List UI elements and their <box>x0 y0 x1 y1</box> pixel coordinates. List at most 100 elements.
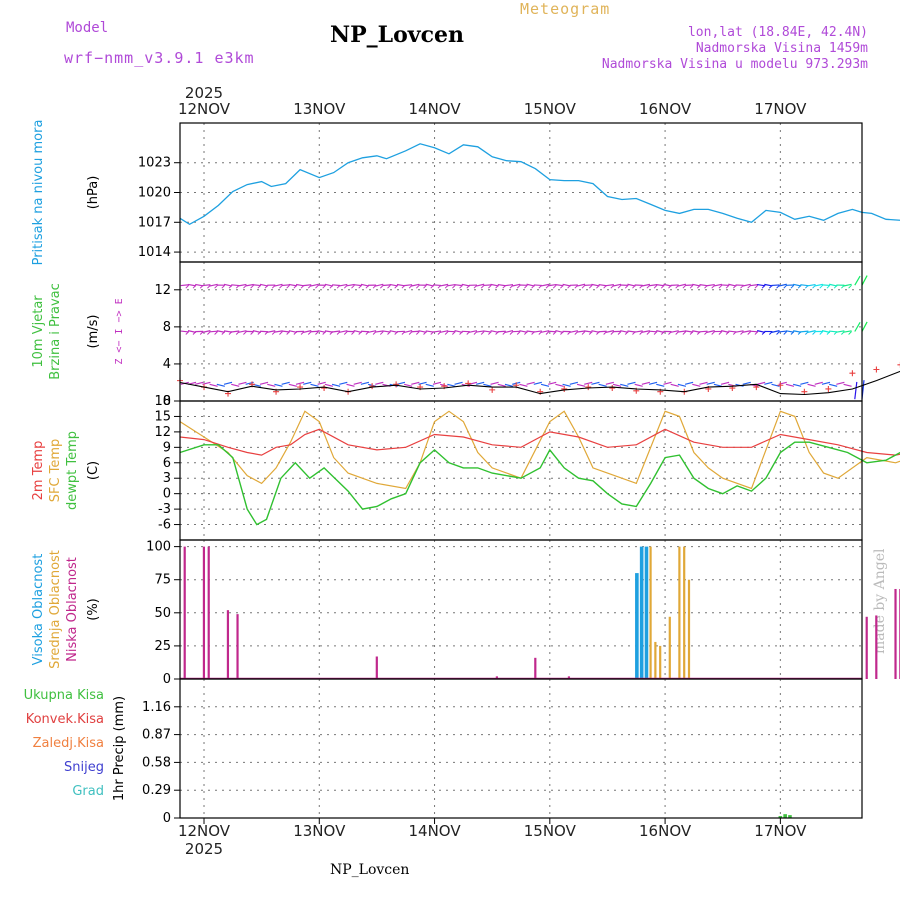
wind-barb <box>447 283 456 287</box>
wind-barb-tip <box>444 331 449 335</box>
y-tick-label: 8 <box>163 320 171 335</box>
y-tick-label: 1017 <box>138 215 171 230</box>
wind-barb <box>627 381 636 385</box>
wind-barb <box>360 381 370 385</box>
y-tick-label: 0 <box>163 811 171 826</box>
wind-barb <box>303 330 312 333</box>
wind-barb <box>771 330 780 333</box>
dewpoint-line <box>179 441 900 526</box>
wind-barb-tip <box>286 284 291 289</box>
wind-barb <box>771 284 780 287</box>
wind-barb <box>519 330 528 333</box>
wind-barb <box>187 283 197 287</box>
wind-barb <box>627 330 636 333</box>
wind-barb <box>310 283 319 287</box>
wind-barb-tip <box>682 331 687 335</box>
wind-barb-tip <box>488 331 492 335</box>
wind-barb-tip <box>833 284 838 289</box>
wind-barb <box>389 330 398 333</box>
wind-barb-tip <box>228 284 233 289</box>
wind-barb <box>317 330 326 333</box>
wind-barb-tip <box>747 331 752 335</box>
wind-barb <box>634 330 643 333</box>
bottom-date-label: 17NOV <box>754 822 807 840</box>
wind-barb <box>425 283 434 287</box>
wind-barb <box>411 381 420 385</box>
wind-barb <box>677 330 686 333</box>
wind-barb <box>476 330 485 333</box>
wind-barb-tip <box>560 331 564 335</box>
wind-barb <box>576 330 586 333</box>
wind-barb <box>476 283 485 287</box>
panel-frame <box>179 122 863 263</box>
wind-barb-tip <box>718 331 723 335</box>
wind-barb <box>598 383 607 387</box>
wind-barb-tip <box>221 331 226 335</box>
wind-barb-tip <box>596 284 600 289</box>
wind-barb <box>591 283 600 287</box>
wind-barb-tip <box>826 331 831 335</box>
gust-marker <box>585 384 592 391</box>
wind-barb-tip <box>415 331 420 335</box>
wind-barb <box>440 283 449 287</box>
wind-barb <box>555 330 564 333</box>
wind-barb <box>605 284 614 287</box>
cloud-bar <box>639 546 644 679</box>
wind-barb-tip <box>718 284 723 289</box>
model-label: Model <box>66 20 109 36</box>
wind-barb <box>483 383 492 387</box>
panel-pressure: 1014 1017 1020 1023 Pritisak na nivou mora (h… <box>31 120 900 265</box>
wind-barb-tip <box>588 284 593 289</box>
wind-barb <box>648 284 658 287</box>
wind-barb-tip <box>185 331 190 335</box>
wind-barb-tip <box>848 331 852 335</box>
gust-marker <box>873 366 880 373</box>
precip-total-bar <box>778 816 783 818</box>
wind-barb-tip <box>545 331 550 335</box>
y-tick-label: 9 <box>163 440 171 455</box>
footer-station: NP_Lovcen <box>330 862 410 878</box>
wind-barb-tip <box>243 331 247 335</box>
temp-2m-line <box>179 428 900 456</box>
wind-barb <box>375 330 384 333</box>
wind-barb <box>259 283 269 287</box>
cloud-bar <box>644 546 649 679</box>
wind-barb <box>793 383 802 387</box>
wind-barb <box>425 330 434 333</box>
wind-barb-tip <box>783 331 788 335</box>
wind-barb <box>346 283 355 287</box>
wind-barb <box>238 381 247 385</box>
wind-barb <box>375 283 384 287</box>
wind-barb-tip <box>660 284 665 289</box>
y-tick-label: 12 <box>154 283 171 298</box>
wind-barb <box>749 284 759 287</box>
panel-unit: (hPa) <box>86 176 101 210</box>
wind-barb <box>223 283 233 287</box>
wind-barb <box>303 381 312 385</box>
wind-barb <box>324 330 333 333</box>
gust-marker <box>777 382 784 389</box>
wind-barb-tip <box>790 284 795 289</box>
wind-barb <box>728 283 737 287</box>
wind-barb <box>800 381 809 385</box>
sfc-temp-line <box>179 410 900 490</box>
wind-barb <box>749 330 758 333</box>
wind-barb <box>353 330 362 333</box>
wind-barb <box>836 330 845 333</box>
bottom-year-label: 2025 <box>185 840 223 858</box>
wind-barb <box>209 330 218 333</box>
y-tick-label: 25 <box>154 639 171 654</box>
y-tick-label: 3 <box>163 471 171 486</box>
wind-barb <box>756 381 766 385</box>
time-axis: 12NOV 12NOV 13NOV 13NOV 14NOV 14NOV 15NOV 15NOV… <box>178 84 807 858</box>
cloud-bar <box>375 656 378 679</box>
wind-barb <box>562 283 571 287</box>
wind-barb <box>861 321 868 332</box>
top-year-label: 2025 <box>185 84 223 102</box>
wind-barb <box>598 283 607 287</box>
pressure-line <box>179 143 900 226</box>
precip-legend-item: Zaledj.Kisa <box>33 736 104 751</box>
wind-barb <box>418 330 427 333</box>
bottom-date-label: 15NOV <box>524 822 577 840</box>
